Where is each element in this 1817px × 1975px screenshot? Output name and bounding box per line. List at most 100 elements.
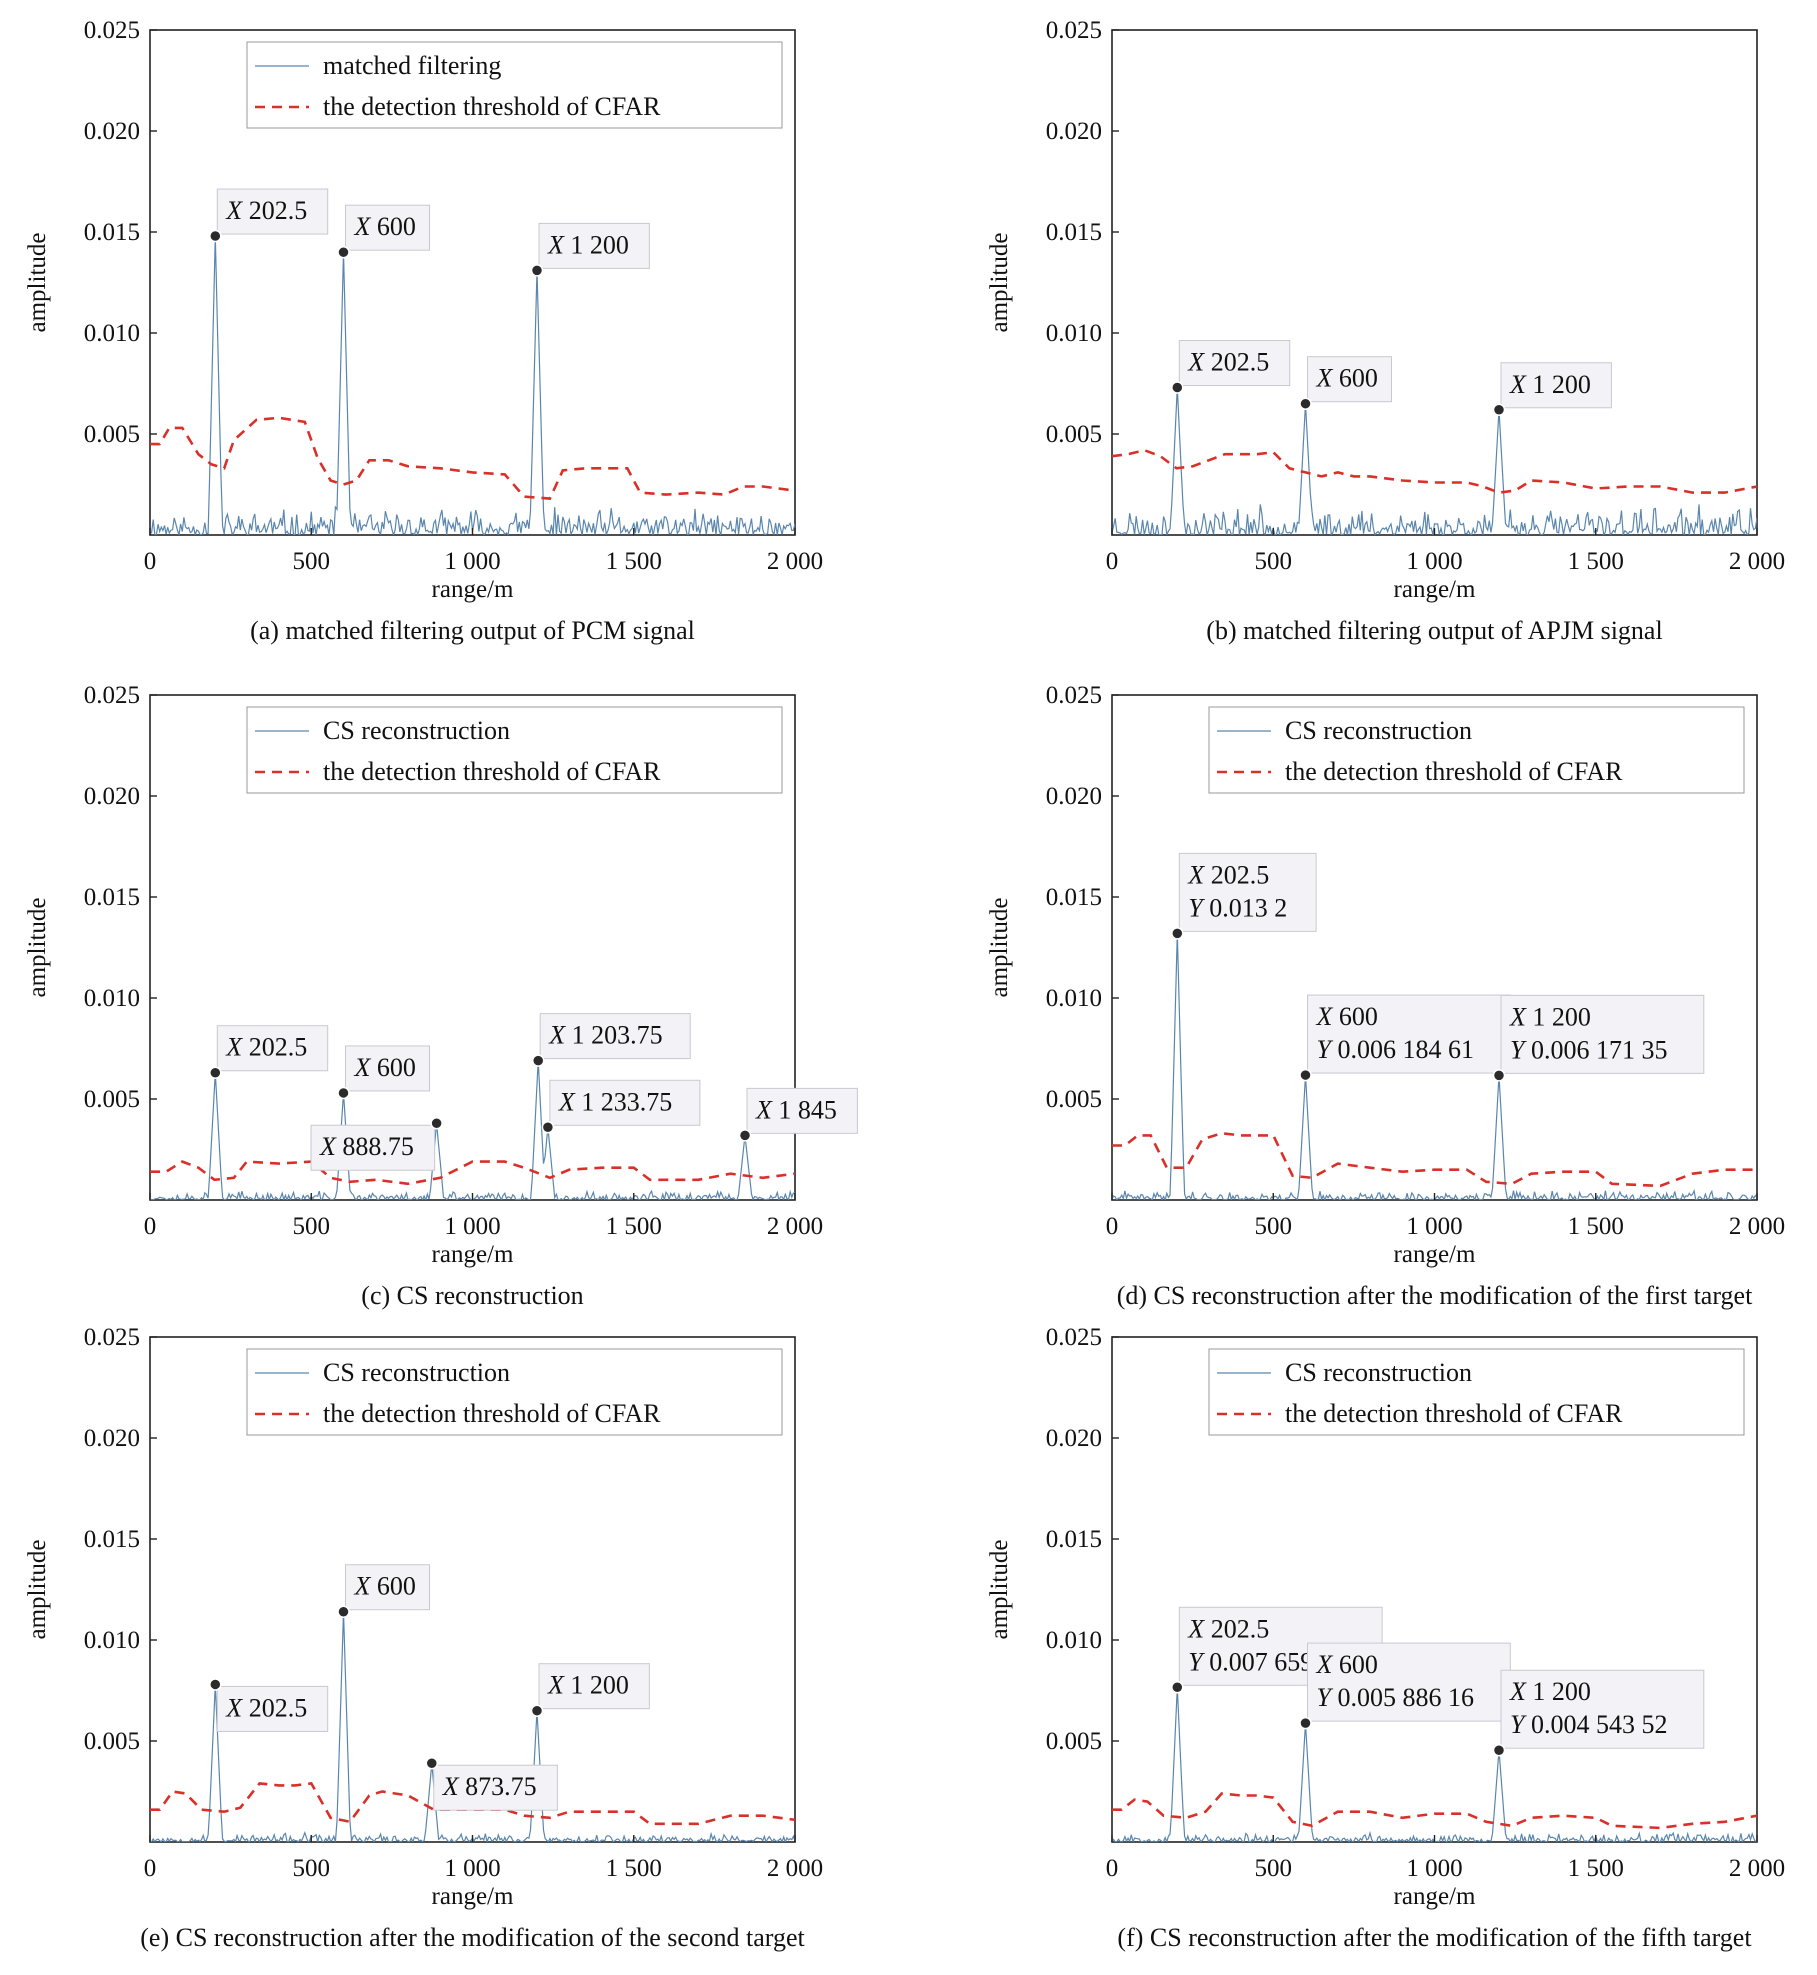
- legend: matched filtering the detection threshold…: [246, 41, 783, 129]
- legend: CS reconstruction the detection threshold…: [1208, 1348, 1745, 1436]
- x-axis-title: range/m: [432, 576, 514, 603]
- data-tip-value: 0.004 543 52: [1531, 1710, 1668, 1739]
- data-tip-box: [216, 1025, 329, 1072]
- cfar-threshold-line: [150, 1160, 795, 1186]
- legend: CS reconstruction the detection threshold…: [1208, 706, 1745, 794]
- y-tick-label: 0.025: [84, 17, 140, 44]
- data-tip-axis-letter: X: [755, 1095, 778, 1124]
- y-tick-label: 0.020: [84, 118, 140, 145]
- y-tick-label: 0.010: [84, 320, 140, 347]
- legend-entry: CS reconstruction: [1285, 716, 1472, 745]
- x-tick-label: 0: [1106, 1213, 1119, 1240]
- data-tip-marker: [738, 1129, 752, 1142]
- data-tip-label: X 888.75: [319, 1132, 414, 1161]
- x-tick-label: 1 000: [444, 1213, 500, 1240]
- x-tick-label: 0: [1106, 548, 1119, 575]
- signal-line: [1112, 933, 1757, 1200]
- data-tip-label: X 1 200: [547, 1671, 629, 1700]
- panel-caption: (d) CS reconstruction after the modifica…: [1117, 1281, 1753, 1310]
- data-tip: X 873.75: [425, 1756, 558, 1811]
- data-tip-box: [345, 1564, 430, 1611]
- data-tip-value: 1 200: [1532, 370, 1591, 399]
- data-tip-value: 600: [1339, 1002, 1378, 1031]
- plot-area: [150, 235, 795, 535]
- y-tick-label: 0.005: [1046, 1086, 1102, 1113]
- data-tip-label: X 202.5: [225, 196, 307, 225]
- data-tip-marker: [209, 1066, 222, 1079]
- y-tick-label: 0.025: [1046, 1324, 1102, 1351]
- y-tick-label: 0.025: [84, 682, 140, 709]
- data-tip-label: X 202.5: [225, 1693, 307, 1722]
- legend-entry: the detection threshold of CFAR: [323, 92, 661, 121]
- data-tip: X 1 200: [1492, 362, 1612, 417]
- data-tip-axis-letter: X: [225, 1693, 248, 1722]
- legend: CS reconstruction the detection threshold…: [246, 1348, 783, 1436]
- data-tip-axis-letter: X: [1316, 364, 1339, 393]
- cfar-threshold-line: [1112, 448, 1757, 494]
- data-tip-box: [1178, 340, 1291, 387]
- data-tip-label: X 600: [354, 1572, 416, 1601]
- data-tip-value: 1 233.75: [581, 1087, 672, 1116]
- data-tip-box: [1500, 1669, 1705, 1749]
- data-tip-marker: [1492, 403, 1506, 417]
- x-tick-label: 1 500: [1568, 1855, 1624, 1882]
- data-tip-box: [1307, 356, 1392, 403]
- data-tip-value: 202.5: [249, 1693, 308, 1722]
- data-tip-label: X 600: [354, 1053, 416, 1082]
- legend-box: [246, 706, 783, 794]
- panel-caption: (c) CS reconstruction: [361, 1281, 583, 1310]
- data-tip-value: 600: [377, 1053, 416, 1082]
- data-tip-box: [538, 1663, 650, 1710]
- data-tip-box: [1500, 362, 1612, 409]
- data-tip-label: X 1 200: [1509, 1002, 1591, 1031]
- data-tip-label: X 1 200: [547, 230, 629, 259]
- x-tick-label: 2 000: [767, 548, 823, 575]
- data-tip-axis-letter: X: [319, 1132, 342, 1161]
- signal-line: [150, 1611, 795, 1842]
- data-tip-marker: [209, 229, 222, 243]
- data-tip-value: 202.5: [1211, 1614, 1270, 1643]
- data-tip-value: 1 203.75: [572, 1021, 663, 1050]
- x-tick-label: 2 000: [1729, 1855, 1785, 1882]
- data-tip-value: 0.005 886 16: [1337, 1683, 1474, 1712]
- y-tick-label: 0.020: [84, 1425, 140, 1452]
- chart-panel-6: 0.005 0.010 0.015 0.020 0.025 0 500 1 000 1 500 2…: [986, 1324, 1785, 1952]
- x-tick-label: 0: [1106, 1855, 1119, 1882]
- data-tip-axis-letter: X: [225, 1033, 248, 1062]
- x-tick-label: 1 000: [444, 1855, 500, 1882]
- data-tip-value: 1 200: [1532, 1002, 1591, 1031]
- x-axis-title: range/m: [1394, 576, 1476, 603]
- x-tick-label: 2 000: [767, 1213, 823, 1240]
- y-tick-label: 0.015: [1046, 219, 1102, 246]
- y-tick-label: 0.015: [84, 219, 140, 246]
- y-tick-label: 0.015: [1046, 884, 1102, 911]
- data-tip-box: [539, 1013, 691, 1060]
- y-tick-label: 0.025: [1046, 682, 1102, 709]
- data-tip: X 202.5Y 0.013 2: [1171, 852, 1317, 940]
- data-tip-marker: [1492, 1069, 1506, 1082]
- x-tick-label: 1 500: [606, 1855, 662, 1882]
- y-tick-label: 0.010: [1046, 985, 1102, 1012]
- data-tip-label: X 202.5: [1187, 1614, 1269, 1643]
- y-tick-label: 0.020: [1046, 118, 1102, 145]
- cfar-threshold-line: [150, 1782, 795, 1826]
- data-tip-axis-letter: Y: [1188, 1647, 1209, 1676]
- data-tip-axis-letter: X: [558, 1087, 581, 1116]
- data-tip-box: [216, 1685, 329, 1732]
- x-axis-title: range/m: [1394, 1883, 1476, 1910]
- x-tick-label: 1 000: [1406, 548, 1462, 575]
- data-tip-label: X 1 203.75: [548, 1021, 662, 1050]
- data-tip-value: 202.5: [1211, 860, 1270, 889]
- data-tip-marker: [530, 1704, 544, 1717]
- data-tip-marker: [1299, 1068, 1312, 1082]
- y-tick-label: 0.020: [1046, 1425, 1102, 1452]
- plot-area: [1112, 387, 1757, 535]
- x-tick-label: 500: [293, 1213, 331, 1240]
- data-tip-label: X 600: [1316, 1650, 1378, 1679]
- signal-line: [150, 235, 795, 535]
- data-tip-marker: [1171, 1681, 1184, 1694]
- chart-panel-5: 0.005 0.010 0.015 0.020 0.025 0 500 1 000 1 500 2…: [24, 1324, 823, 1952]
